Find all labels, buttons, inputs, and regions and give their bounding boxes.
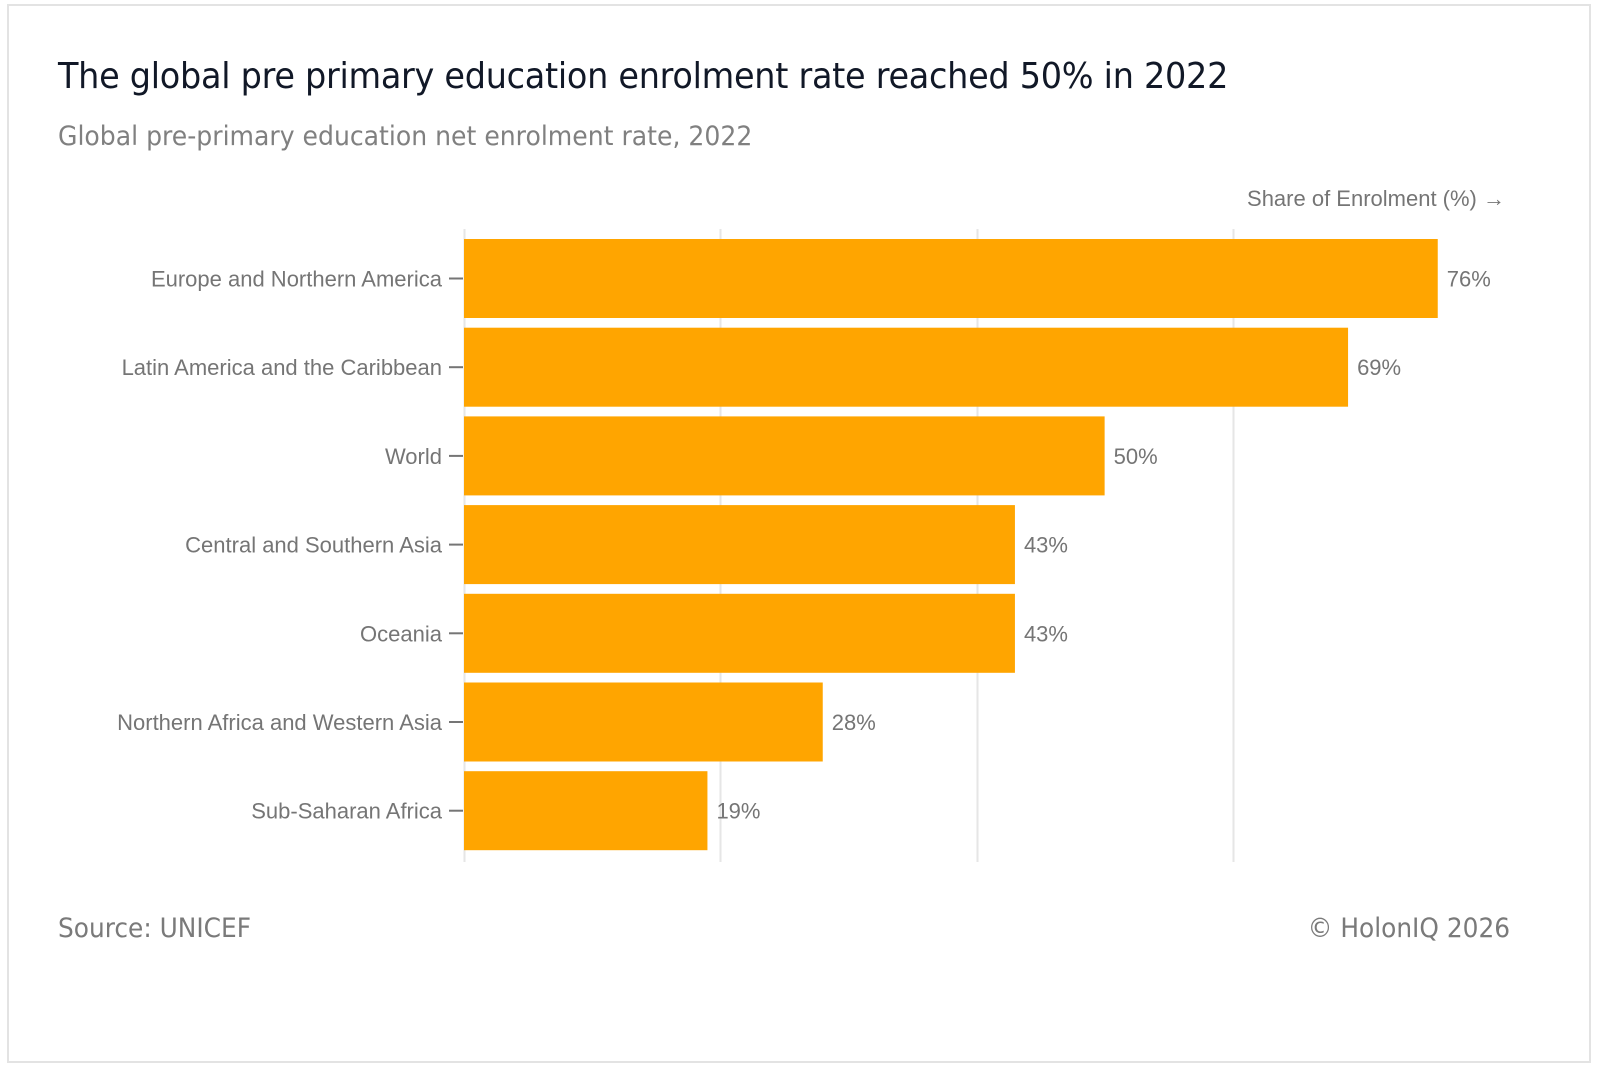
- data-label: 69%: [1357, 355, 1401, 380]
- bar: [464, 505, 1015, 585]
- chart-subtitle: Global pre-primary education net enrolme…: [58, 121, 753, 152]
- y-tick-label: Central and Southern Asia: [185, 533, 443, 558]
- data-label: 43%: [1024, 621, 1068, 646]
- category-labels: Europe and Northern America Latin America…: [117, 267, 463, 824]
- y-tick-label: Europe and Northern America: [151, 267, 443, 292]
- bar: [464, 416, 1105, 496]
- value-labels: 76% 69% 50% 43% 43% 28% 19%: [716, 267, 1490, 824]
- y-tick-label: Northern Africa and Western Asia: [117, 710, 443, 735]
- bars: [464, 239, 1438, 851]
- y-tick-label: Oceania: [360, 621, 443, 646]
- bar: [464, 682, 823, 762]
- y-tick-label: Latin America and the Caribbean: [122, 355, 442, 380]
- y-tick-label: World: [385, 444, 442, 469]
- x-axis-label: Share of Enrolment (%) →: [1247, 186, 1505, 211]
- bar: [464, 239, 1438, 318]
- data-label: 28%: [832, 710, 876, 735]
- source-note: Source: UNICEF: [58, 913, 251, 944]
- data-label: 76%: [1447, 267, 1491, 292]
- bar: [464, 771, 708, 851]
- data-label: 43%: [1024, 533, 1068, 558]
- copyright-note: © HolonIQ 2026: [1307, 913, 1510, 944]
- chart-title: The global pre primary education enrolme…: [58, 56, 1229, 97]
- data-label: 19%: [716, 799, 760, 824]
- bar: [464, 327, 1349, 407]
- data-label: 50%: [1114, 444, 1158, 469]
- y-tick-label: Sub-Saharan Africa: [251, 799, 443, 824]
- bar: [464, 593, 1015, 673]
